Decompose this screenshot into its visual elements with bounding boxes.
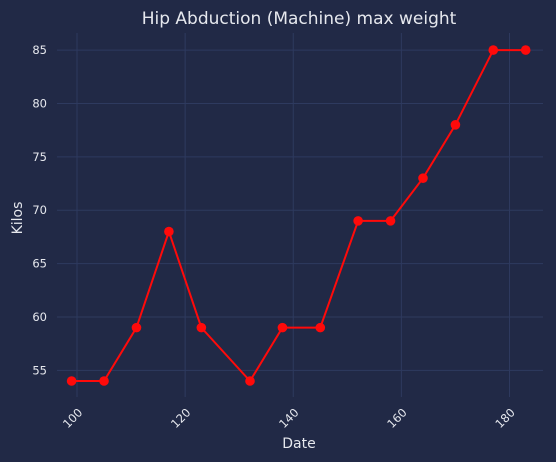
- y-tick-label: 55: [32, 363, 47, 377]
- x-tick-label: 120: [168, 405, 193, 430]
- x-axis-ticks: 100 120 140 160 180: [60, 405, 518, 430]
- y-tick-label: 75: [32, 150, 47, 164]
- data-point: [66, 376, 77, 386]
- data-point: [520, 45, 531, 55]
- y-axis-label: Kilos: [10, 202, 26, 235]
- y-tick-label: 65: [32, 257, 47, 271]
- y-tick-label: 70: [32, 203, 47, 217]
- data-point: [315, 322, 326, 333]
- data-point: [131, 322, 142, 333]
- x-tick-label: 180: [492, 405, 517, 430]
- chart-title: Hip Abduction (Machine) max weight: [142, 9, 457, 29]
- x-tick-label: 160: [384, 405, 409, 430]
- plot-area: [66, 45, 531, 386]
- data-point: [99, 376, 109, 386]
- y-axis-ticks: 55 60 65 70 75 80 85: [32, 43, 47, 377]
- y-tick-label: 85: [32, 43, 47, 57]
- grid: [57, 33, 543, 397]
- y-tick-label: 80: [32, 96, 47, 110]
- data-point: [196, 322, 207, 333]
- data-point: [353, 216, 363, 226]
- x-tick-label: 100: [60, 405, 85, 430]
- data-point: [385, 216, 396, 226]
- x-axis-label: Date: [282, 436, 315, 452]
- data-point: [450, 120, 461, 130]
- data-point: [245, 376, 255, 386]
- data-point: [277, 322, 288, 333]
- x-tick-label: 140: [276, 405, 301, 430]
- data-point: [164, 226, 174, 237]
- y-tick-label: 60: [32, 310, 47, 324]
- data-point: [418, 173, 428, 183]
- data-point: [488, 45, 499, 55]
- series-line: [71, 49, 526, 383]
